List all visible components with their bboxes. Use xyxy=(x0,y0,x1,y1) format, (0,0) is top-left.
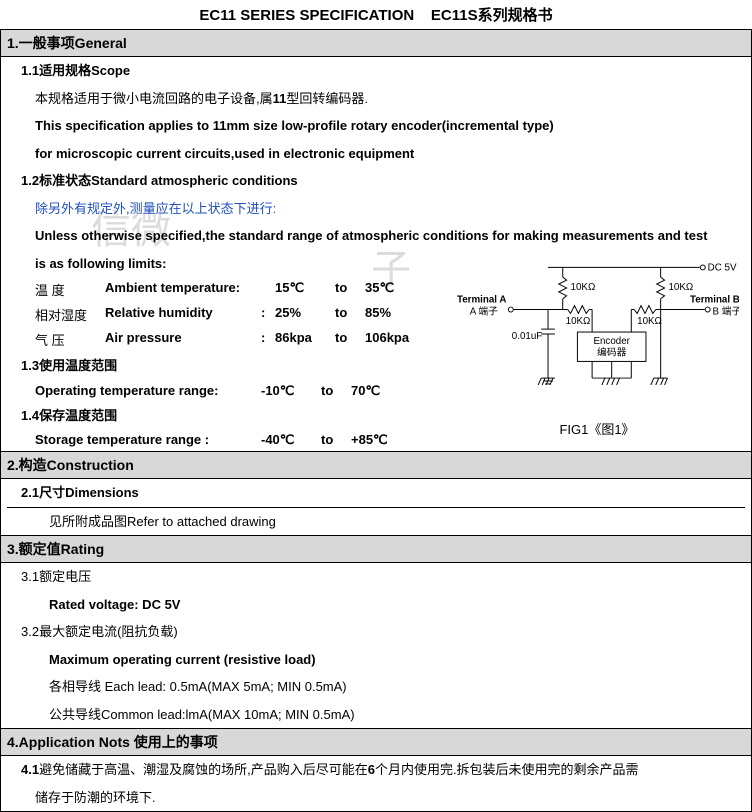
svg-text:B 端子: B 端子 xyxy=(713,304,739,317)
st-temp-v2: +85℃ xyxy=(351,432,411,448)
s14-row: Storage temperature range : -40℃ to +85℃ xyxy=(35,429,455,451)
cond-en: Air pressure xyxy=(105,330,261,349)
op-temp-v2: 70℃ xyxy=(351,383,411,399)
sec4-header: 4.Application Nots 使用上的事项 xyxy=(1,728,751,756)
spec-table: 1.一般事项General 信微 子 1.1适用规格Scope 本规格适用于微小… xyxy=(0,29,752,812)
s31-title: 3.1额定电压 xyxy=(7,563,745,591)
st-temp-v1: -40℃ xyxy=(261,432,321,448)
cond-v1: 15℃ xyxy=(275,280,335,299)
sec3-body: 3.1额定电压 Rated voltage: DC 5V 3.2最大额定电流(阻… xyxy=(1,563,751,728)
s12-en2: is as following limits: xyxy=(7,250,455,278)
op-temp-v1: -10℃ xyxy=(261,383,321,399)
conditions-table: 温 度 Ambient temperature: 15℃ to 35℃ 相对湿度… xyxy=(7,277,455,352)
svg-text:10KΩ: 10KΩ xyxy=(566,316,591,327)
sec4-body: 4.1避免储藏于高温、潮湿及腐蚀的场所,产品购入后尽可能在6个月内使用完.拆包装… xyxy=(1,756,751,811)
s41-l1: 4.1避免储藏于高温、潮湿及腐蚀的场所,产品购入后尽可能在6个月内使用完.拆包装… xyxy=(7,756,745,784)
svg-text:0.01uF: 0.01uF xyxy=(512,330,542,341)
cond-colon: : xyxy=(261,330,275,349)
cond-v2: 106kpa xyxy=(365,330,425,349)
cond-v2: 85% xyxy=(365,305,425,324)
cond-row: 气 压 Air pressure : 86kpa to 106kpa xyxy=(35,327,455,352)
s41-l2: 储存于防潮的环境下. xyxy=(7,784,745,812)
cond-cn: 温 度 xyxy=(35,280,105,299)
circuit-diagram: DC 5V 10KΩ 10KΩ xyxy=(455,250,745,438)
s12-title: 1.2标准状态Standard atmospheric conditions xyxy=(7,167,745,195)
st-temp-label: Storage temperature range : xyxy=(35,432,261,448)
svg-text:编码器: 编码器 xyxy=(597,345,627,358)
cond-v2: 35℃ xyxy=(365,280,425,299)
s32-l1: 各相导线 Each lead: 0.5mA(MAX 5mA; MIN 0.5mA… xyxy=(7,673,745,701)
cond-to: to xyxy=(335,280,365,299)
s12-cn: 除另外有规定外,测量应在以上状态下进行: xyxy=(7,195,745,223)
title-cn: EC11S系列规格书 xyxy=(431,7,553,24)
svg-text:10KΩ: 10KΩ xyxy=(668,281,693,292)
cond-row: 温 度 Ambient temperature: 15℃ to 35℃ xyxy=(35,277,455,302)
cond-cn: 相对湿度 xyxy=(35,305,105,324)
cond-cn: 气 压 xyxy=(35,330,105,349)
st-temp-to: to xyxy=(321,432,351,448)
cond-en: Ambient temperature: xyxy=(105,280,275,299)
circuit-svg: DC 5V 10KΩ 10KΩ xyxy=(455,254,739,414)
svg-text:10KΩ: 10KΩ xyxy=(571,281,596,292)
cond-to: to xyxy=(335,305,365,324)
s11-en2: for microscopic current circuits,used in… xyxy=(7,140,745,168)
fig-caption: FIG1《图1》 xyxy=(455,419,739,438)
sec2-body: 2.1尺寸Dimensions 见所附成品图Refer to attached … xyxy=(1,479,751,535)
s11-en1: This specification applies to 11mm size … xyxy=(7,112,745,140)
s32-title: 3.2最大额定电流(阻抗负载) xyxy=(7,618,745,646)
sec1-header: 1.一般事项General xyxy=(1,30,751,57)
svg-text:Encoder: Encoder xyxy=(593,335,630,346)
op-temp-label: Operating temperature range: xyxy=(35,383,261,399)
cond-v1: 86kpa xyxy=(275,330,335,349)
doc-title: EC11 SERIES SPECIFICATION EC11S系列规格书 xyxy=(0,0,752,29)
s11-title: 1.1适用规格Scope xyxy=(7,57,745,85)
s14-title: 1.4保存温度范围 xyxy=(7,402,455,430)
s13-title: 1.3使用温度范围 xyxy=(7,352,455,380)
cond-colon: : xyxy=(261,305,275,324)
cond-en: Relative humidity xyxy=(105,305,261,324)
sec1-body: 信微 子 1.1适用规格Scope 本规格适用于微小电流回路的电子设备,属11型… xyxy=(1,57,751,451)
cond-v1: 25% xyxy=(275,305,335,324)
s32-en: Maximum operating current (resistive loa… xyxy=(7,646,745,674)
svg-text:10KΩ: 10KΩ xyxy=(637,316,662,327)
svg-text:A 端子: A 端子 xyxy=(470,304,498,317)
conditions-column: is as following limits: 温 度 Ambient temp… xyxy=(7,250,455,452)
op-temp-to: to xyxy=(321,383,351,399)
sec2-header: 2.构造Construction xyxy=(1,451,751,479)
s11-cn: 本规格适用于微小电流回路的电子设备,属11型回转编码器. xyxy=(7,85,745,113)
sec3-header: 3.额定值Rating xyxy=(1,535,751,563)
title-en: EC11 SERIES SPECIFICATION xyxy=(199,7,414,24)
s12-en1: Unless otherwise specified,the standard … xyxy=(7,222,745,250)
cond-row: 相对湿度 Relative humidity : 25% to 85% xyxy=(35,302,455,327)
s21-text: 见所附成品图Refer to attached drawing xyxy=(7,508,745,536)
s32-l2: 公共导线Common lead:lmA(MAX 10mA; MIN 0.5mA) xyxy=(7,701,745,729)
svg-text:Terminal B: Terminal B xyxy=(690,294,739,305)
s21-title: 2.1尺寸Dimensions xyxy=(7,479,745,507)
svg-text:Terminal A: Terminal A xyxy=(457,294,506,305)
cond-to: to xyxy=(335,330,365,349)
svg-text:DC 5V: DC 5V xyxy=(708,262,737,273)
s13-row: Operating temperature range: -10℃ to 70℃ xyxy=(35,380,455,402)
s31-text: Rated voltage: DC 5V xyxy=(7,591,745,619)
